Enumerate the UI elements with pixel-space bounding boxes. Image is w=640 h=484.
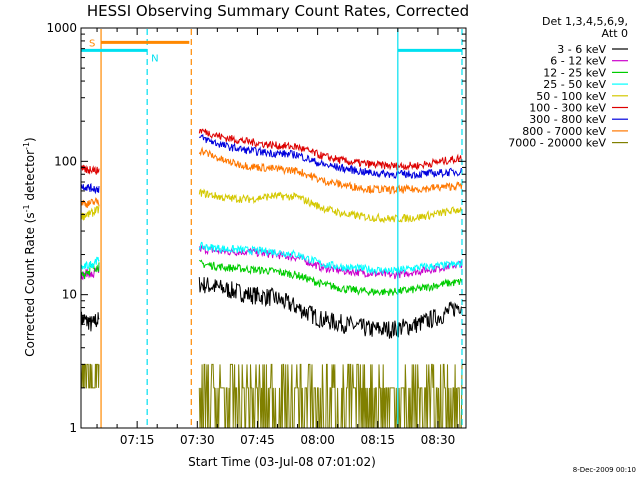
legend-label: 100 - 300 keV (529, 102, 606, 115)
x-tick-label: 07:30 (180, 433, 215, 447)
legend-label: 50 - 100 keV (536, 90, 606, 103)
night-label: N (151, 53, 158, 64)
series-line-6to12keV-post (198, 244, 463, 280)
series-line-800to7000keV-pre (80, 197, 100, 208)
plot-area: S N 1 10 100 1000 07:15 07:30 07:45 08:00 08:15 08:… (46, 21, 467, 447)
plot-frame (80, 27, 467, 429)
saa-label: S (89, 38, 95, 49)
series-line-50to100keV-pre (80, 204, 100, 221)
date-stamp: 8-Dec-2009 00:10 (573, 466, 636, 474)
legend-header-line1: Det 1,3,4,5,6,9, (542, 15, 628, 28)
x-tick-label: 08:15 (360, 433, 395, 447)
legend-label: 7000 - 20000 keV (508, 137, 606, 150)
y-tick-label: 100 (54, 154, 77, 168)
x-tick-label: 08:30 (421, 433, 456, 447)
series-line-25to50keV-post (198, 241, 463, 276)
y-tick-label: 1 (69, 421, 77, 435)
series-line-3to6keV-post (198, 277, 463, 339)
legend-label: 12 - 25 keV (543, 66, 606, 79)
series-line-7000to20000keV-post (198, 363, 463, 429)
chart-title: HESSI Observing Summary Count Rates, Cor… (87, 2, 469, 20)
legend-label: 3 - 6 keV (557, 43, 606, 56)
x-tick-label: 08:00 (300, 433, 335, 447)
x-axis-label: Start Time (03-Jul-08 07:01:02) (188, 455, 376, 469)
x-tick-label: 07:15 (120, 433, 155, 447)
series-line-50to100keV-post (198, 188, 463, 224)
legend-label: 800 - 7000 keV (522, 125, 606, 138)
series-line-100to300keV-pre (80, 164, 100, 175)
series-line-3to6keV-pre (80, 311, 100, 332)
legend-label: 6 - 12 keV (550, 55, 606, 68)
series-line-25to50keV-pre (80, 256, 100, 270)
series-line-300to800keV-pre (80, 182, 100, 195)
legend-header-line2: Att 0 (602, 27, 628, 40)
y-tick-label: 1000 (46, 21, 77, 35)
series-line-300to800keV-post (198, 133, 463, 180)
series-line-12to25keV-post (198, 259, 463, 297)
y-axis-label: Corrected Count Rate (s-1 detector-1) (22, 137, 37, 356)
legend-label: 25 - 50 keV (543, 78, 606, 91)
legend-label: 300 - 800 keV (529, 113, 606, 126)
series-line-7000to20000keV-pre (80, 363, 100, 389)
series-line-100to300keV-post (198, 128, 463, 171)
x-tick-label: 07:45 (240, 433, 275, 447)
series-line-800to7000keV-post (198, 146, 463, 195)
y-tick-label: 10 (62, 288, 77, 302)
